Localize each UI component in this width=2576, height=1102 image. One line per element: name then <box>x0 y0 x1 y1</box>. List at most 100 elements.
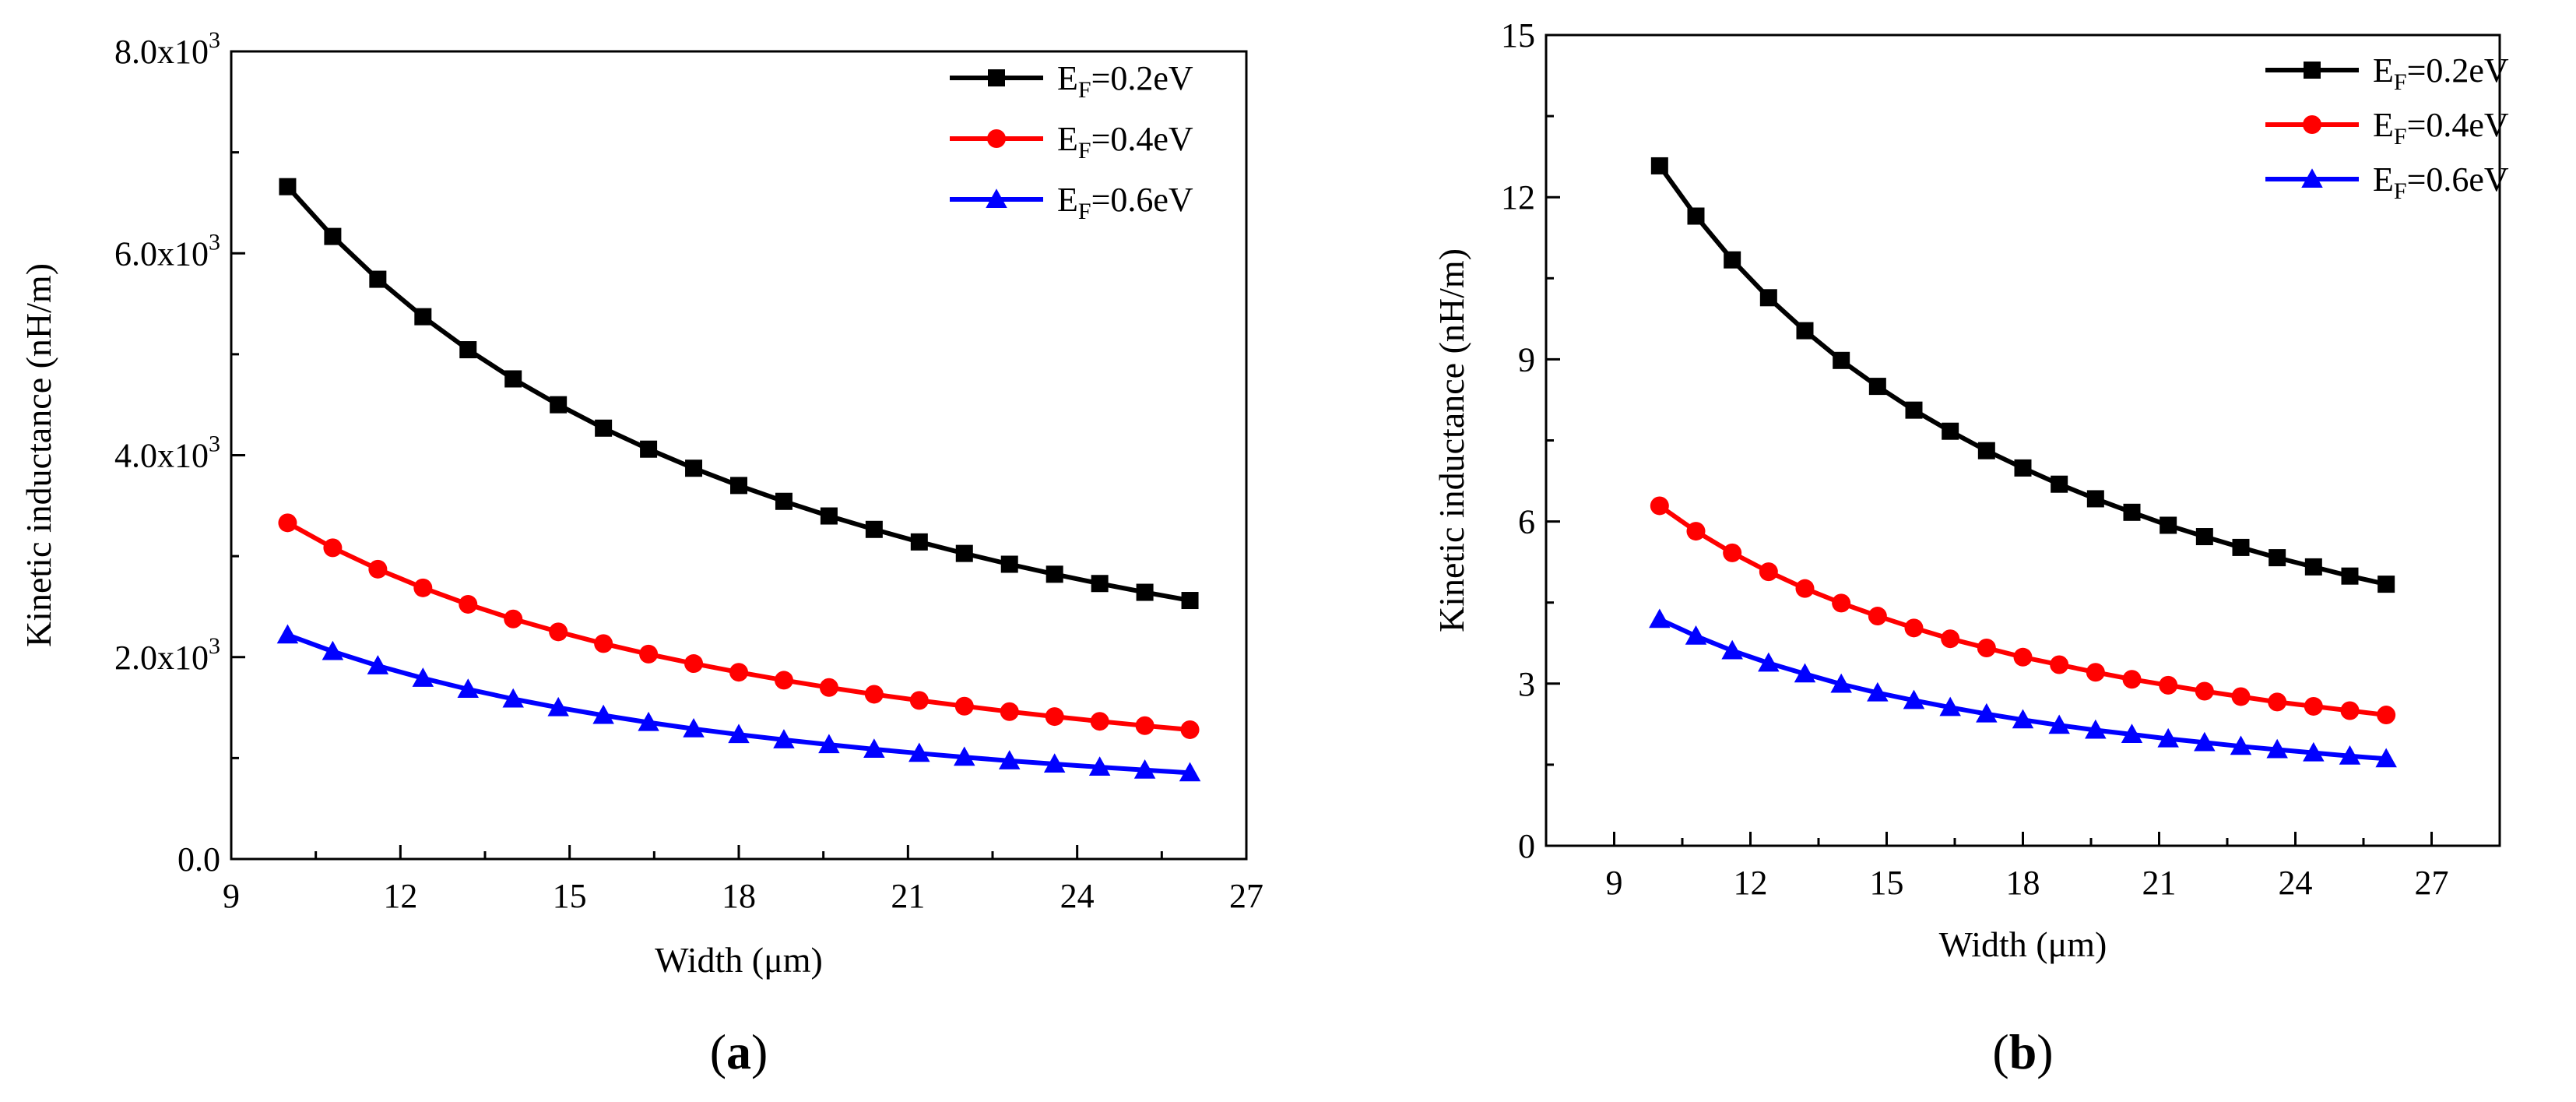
data-point-circle <box>549 622 568 642</box>
y-tick-label: 6.0x103 <box>114 229 220 273</box>
data-point-square <box>324 227 342 245</box>
y-tick-exponent: 3 <box>209 431 220 457</box>
data-point-triangle <box>1976 702 1998 723</box>
x-tick-label: 27 <box>1229 877 1263 915</box>
data-point-circle <box>2231 687 2251 706</box>
data-point-square <box>414 308 432 326</box>
legend-item: EF=0.4eV <box>950 120 1193 164</box>
data-point-triangle <box>547 696 569 716</box>
x-tick-label: 24 <box>1060 877 1095 915</box>
chart-panel-a: 9 12 15 18 21 24 270.02.0x1034.0x1036.0x1038.0… <box>19 27 1263 1079</box>
data-point-circle <box>987 129 1006 148</box>
panel-label-letter: a <box>726 1024 751 1079</box>
data-point-triangle <box>322 640 344 660</box>
y-tick-mantissa: 15 <box>1501 16 1535 55</box>
data-point-triangle <box>276 624 299 644</box>
data-point-circle <box>1868 607 1887 626</box>
data-point-square <box>2195 528 2213 546</box>
data-point-square <box>1650 157 1668 174</box>
data-point-triangle <box>2121 724 2143 744</box>
x-tick-label: 15 <box>553 877 587 915</box>
data-point-triangle <box>2194 731 2216 752</box>
data-point-circle <box>1045 707 1064 727</box>
data-point-square <box>1796 322 1814 340</box>
data-point-square <box>730 477 747 495</box>
legend-label-subscript: F <box>2394 124 2407 150</box>
panel-label-paren: ( <box>710 1024 726 1079</box>
y-tick-label: 9 <box>1518 340 1535 378</box>
legend-label: EF=0.6eV <box>1057 181 1193 224</box>
data-point-triangle <box>863 738 885 758</box>
data-point-triangle <box>1179 762 1201 782</box>
data-point-triangle <box>2085 719 2107 739</box>
data-point-square <box>459 341 477 359</box>
x-tick-label: 15 <box>1870 864 1904 902</box>
data-point-triangle <box>1133 759 1156 779</box>
data-point-circle <box>2304 696 2323 716</box>
data-point-circle <box>639 644 659 664</box>
data-point-circle <box>2303 115 2321 134</box>
data-point-triangle <box>1043 753 1066 773</box>
panel-label: (a) <box>710 1024 768 1079</box>
data-point-circle <box>2122 670 2142 689</box>
data-point-circle <box>323 538 343 558</box>
data-point-triangle <box>954 746 975 766</box>
y-tick-label: 6 <box>1518 503 1535 541</box>
data-point-triangle <box>2339 745 2361 765</box>
data-point-circle <box>1795 579 1815 598</box>
series-2 <box>278 513 1200 739</box>
y-tick-label: 0.0 <box>177 840 220 878</box>
legend-item: EF=0.2eV <box>950 59 1193 103</box>
data-point-circle <box>2377 706 2396 725</box>
legend-label-value: =0.2eV <box>2407 51 2509 90</box>
data-point-circle <box>909 691 929 710</box>
data-point-square <box>988 69 1005 86</box>
data-point-square <box>2377 576 2395 593</box>
y-tick-label: 4.0x103 <box>114 431 220 475</box>
data-point-square <box>369 270 387 288</box>
data-point-triangle <box>2266 738 2288 759</box>
data-point-circle <box>2340 701 2360 720</box>
chart-panel-b: 9 12 15 18 21 24 27 0 3 6 9 12 15 Kinetic inductance … <box>1432 16 2509 1079</box>
legend-label: EF=0.4eV <box>2373 106 2509 150</box>
y-tick-mantissa: 0.0 <box>177 840 220 878</box>
data-point-square <box>1046 565 1063 583</box>
legend-label: EF=0.6eV <box>2373 160 2509 204</box>
y-tick-mantissa: 6 <box>1518 503 1535 541</box>
data-point-triangle <box>728 724 750 744</box>
legend-label-value: =0.6eV <box>1091 181 1193 219</box>
legend-item: EF=0.4eV <box>2265 106 2509 150</box>
data-point-circle <box>1650 496 1669 516</box>
data-point-triangle <box>2048 714 2070 734</box>
legend-label-subscript: F <box>2394 69 2407 95</box>
data-point-circle <box>819 678 838 697</box>
series-line <box>286 185 1191 603</box>
panel-label-letter: b <box>2009 1024 2037 1079</box>
series-line <box>1657 164 2387 587</box>
legend-label-value: =0.4eV <box>1091 120 1193 158</box>
data-point-square <box>2160 516 2177 534</box>
data-point-circle <box>864 685 884 704</box>
y-tick-label: 12 <box>1501 178 1535 217</box>
legend-label-subscript: F <box>1078 138 1091 164</box>
data-point-square <box>1977 442 1995 459</box>
data-point-triangle <box>1088 756 1111 776</box>
panel-label-paren: ) <box>2037 1024 2053 1079</box>
data-point-square <box>1759 289 1777 307</box>
x-tick-label: 12 <box>1734 864 1768 902</box>
legend-label-value: =0.4eV <box>2407 106 2509 144</box>
legend-label-subscript: F <box>2394 178 2407 204</box>
data-point-triangle <box>986 188 1007 208</box>
legend-label: EF=0.4eV <box>1057 120 1193 164</box>
data-point-circle <box>1686 522 1706 541</box>
data-point-square <box>820 507 838 525</box>
series-2 <box>1650 496 2396 725</box>
data-point-triangle <box>367 655 389 674</box>
data-point-square <box>955 544 973 562</box>
data-point-square <box>279 178 297 195</box>
data-point-triangle <box>2157 727 2179 748</box>
panel-label-paren: ) <box>751 1024 768 1079</box>
legend-label: EF=0.2eV <box>1057 59 1193 103</box>
y-tick-exponent: 3 <box>209 27 220 53</box>
